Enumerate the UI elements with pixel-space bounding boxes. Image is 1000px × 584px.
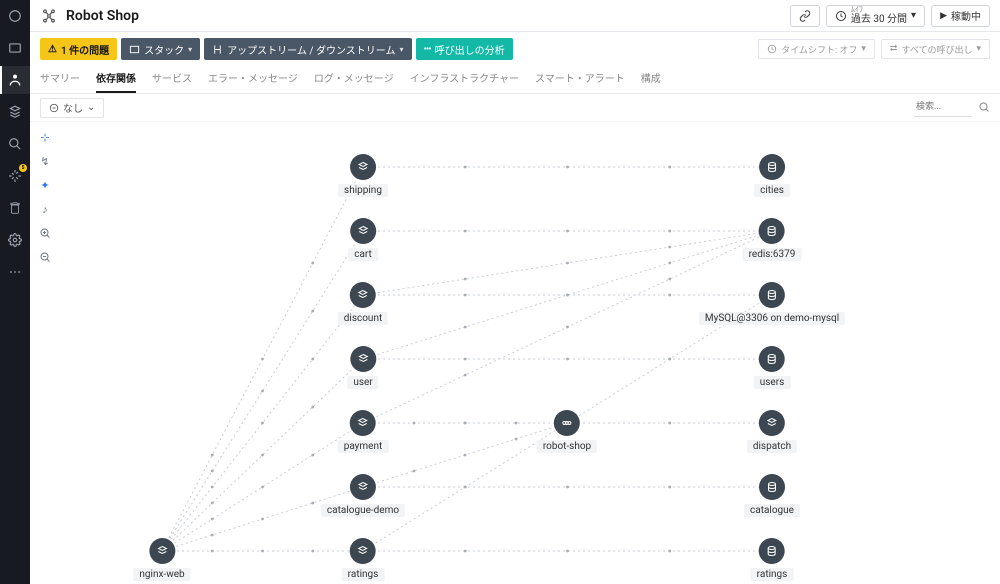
tab-ログ・メッセージ[interactable]: ログ・メッセージ xyxy=(314,70,394,93)
tab-サービス[interactable]: サービス xyxy=(152,70,192,93)
search-icon[interactable] xyxy=(978,98,990,117)
status-button[interactable]: ▶稼動中 xyxy=(931,5,990,27)
timeshift-button[interactable]: タイムシフト: オフ▾ xyxy=(758,39,875,59)
upstream-button[interactable]: アップストリーム / ダウンストリーム▾ xyxy=(204,38,411,60)
node-icon xyxy=(759,346,785,372)
tool-list-icon[interactable]: ♪ xyxy=(36,200,54,218)
node-mysql[interactable]: MySQL@3306 on demo-mysql xyxy=(699,282,845,325)
node-label: cart xyxy=(348,248,378,261)
node-payment[interactable]: payment xyxy=(338,410,389,453)
analyze-button[interactable]: •••呼び出しの分析 xyxy=(416,38,513,60)
node-label: dispatch xyxy=(747,440,797,453)
main: Robot Shop ﾑｲﾌ過去 30 分間 ▾ ▶稼動中 ⚠1 件の問題 スタ… xyxy=(30,0,1000,584)
node-catalogue-demo[interactable]: catalogue-demo xyxy=(321,474,405,517)
node-icon xyxy=(350,538,376,564)
node-icon xyxy=(350,346,376,372)
node-nginx-web[interactable]: nginx-web xyxy=(133,538,190,581)
node-label: users xyxy=(754,376,791,389)
graph-tools: ⊹ ↯ ✦ ♪ xyxy=(36,128,54,266)
node-label: ratings xyxy=(751,568,794,581)
node-icon xyxy=(759,154,785,180)
node-discount[interactable]: discount xyxy=(338,282,388,325)
node-icon xyxy=(350,410,376,436)
node-cities[interactable]: cities xyxy=(754,154,790,197)
node-user[interactable]: user xyxy=(347,346,378,389)
filter-button[interactable]: なし⌄ xyxy=(40,98,104,118)
node-label: robot-shop xyxy=(537,440,597,453)
node-label: shipping xyxy=(338,184,388,197)
node-ratings-r[interactable]: ratings xyxy=(751,538,794,581)
app-icon xyxy=(40,7,58,25)
nav-sites-icon[interactable] xyxy=(5,38,25,58)
node-icon xyxy=(149,538,175,564)
node-icon xyxy=(350,218,376,244)
node-icon xyxy=(759,282,785,308)
nav-settings-icon[interactable] xyxy=(5,230,25,250)
nav-events-icon[interactable] xyxy=(5,198,25,218)
node-shipping[interactable]: shipping xyxy=(338,154,388,197)
node-icon xyxy=(759,474,785,500)
tab-インフラストラクチャー[interactable]: インフラストラクチャー xyxy=(410,70,519,93)
issues-button[interactable]: ⚠1 件の問題 xyxy=(40,38,117,60)
node-icon xyxy=(350,282,376,308)
header: Robot Shop ﾑｲﾌ過去 30 分間 ▾ ▶稼動中 xyxy=(30,0,1000,32)
allcalls-button[interactable]: ⇄すべての呼び出し▾ xyxy=(881,39,990,59)
nav-apps-icon[interactable] xyxy=(5,70,25,90)
copy-link-button[interactable] xyxy=(790,5,820,27)
tabs: サマリー依存関係サービスエラー・メッセージログ・メッセージインフラストラクチャー… xyxy=(30,66,1000,94)
node-label: user xyxy=(347,376,378,389)
nav-home-icon[interactable] xyxy=(5,6,25,26)
stack-button[interactable]: スタック▾ xyxy=(121,38,200,60)
tool-flow-icon[interactable]: ↯ xyxy=(36,152,54,170)
timerange-button[interactable]: ﾑｲﾌ過去 30 分間 ▾ xyxy=(826,5,925,27)
node-icon xyxy=(554,410,580,436)
left-rail: 5 xyxy=(0,0,30,584)
node-icon xyxy=(759,538,785,564)
node-label: cities xyxy=(754,184,790,197)
nav-more-icon[interactable] xyxy=(5,262,25,282)
node-label: catalogue xyxy=(744,504,800,517)
tab-サマリー[interactable]: サマリー xyxy=(40,70,80,93)
tab-エラー・メッセージ[interactable]: エラー・メッセージ xyxy=(208,70,298,93)
node-users[interactable]: users xyxy=(754,346,791,389)
page-title: Robot Shop xyxy=(66,8,139,24)
nav-badge: 5 xyxy=(19,164,27,172)
node-redis[interactable]: redis:6379 xyxy=(743,218,802,261)
toolbar: ⚠1 件の問題 スタック▾ アップストリーム / ダウンストリーム▾ •••呼び… xyxy=(30,32,1000,66)
dependency-graph[interactable]: ⊹ ↯ ✦ ♪ nginx-web shipping cart discount use… xyxy=(30,122,1000,584)
node-catalogue[interactable]: catalogue xyxy=(744,474,800,517)
tab-スマート・アラート[interactable]: スマート・アラート xyxy=(535,70,625,93)
content-bar: なし⌄ xyxy=(30,94,1000,122)
node-icon xyxy=(350,474,376,500)
tool-layout-icon[interactable]: ⊹ xyxy=(36,128,54,146)
node-label: MySQL@3306 on demo-mysql xyxy=(699,312,845,325)
zoom-in-icon[interactable] xyxy=(36,224,54,242)
nav-analytics-icon[interactable]: 5 xyxy=(5,166,25,186)
nav-infra-icon[interactable] xyxy=(5,134,25,154)
node-label: discount xyxy=(338,312,388,325)
zoom-out-icon[interactable] xyxy=(36,248,54,266)
node-label: payment xyxy=(338,440,389,453)
node-icon xyxy=(759,410,785,436)
tool-highlight-icon[interactable]: ✦ xyxy=(36,176,54,194)
tab-構成[interactable]: 構成 xyxy=(641,70,661,93)
node-label: ratings xyxy=(342,568,385,581)
tab-依存関係[interactable]: 依存関係 xyxy=(96,70,136,93)
node-icon xyxy=(350,154,376,180)
search-input[interactable] xyxy=(914,99,972,117)
node-ratings-l[interactable]: ratings xyxy=(342,538,385,581)
node-label: catalogue-demo xyxy=(321,504,405,517)
node-label: redis:6379 xyxy=(743,248,802,261)
node-robot-shop[interactable]: robot-shop xyxy=(537,410,597,453)
node-label: nginx-web xyxy=(133,568,190,581)
nav-platforms-icon[interactable] xyxy=(5,102,25,122)
node-icon xyxy=(759,218,785,244)
node-cart[interactable]: cart xyxy=(348,218,378,261)
node-dispatch[interactable]: dispatch xyxy=(747,410,797,453)
